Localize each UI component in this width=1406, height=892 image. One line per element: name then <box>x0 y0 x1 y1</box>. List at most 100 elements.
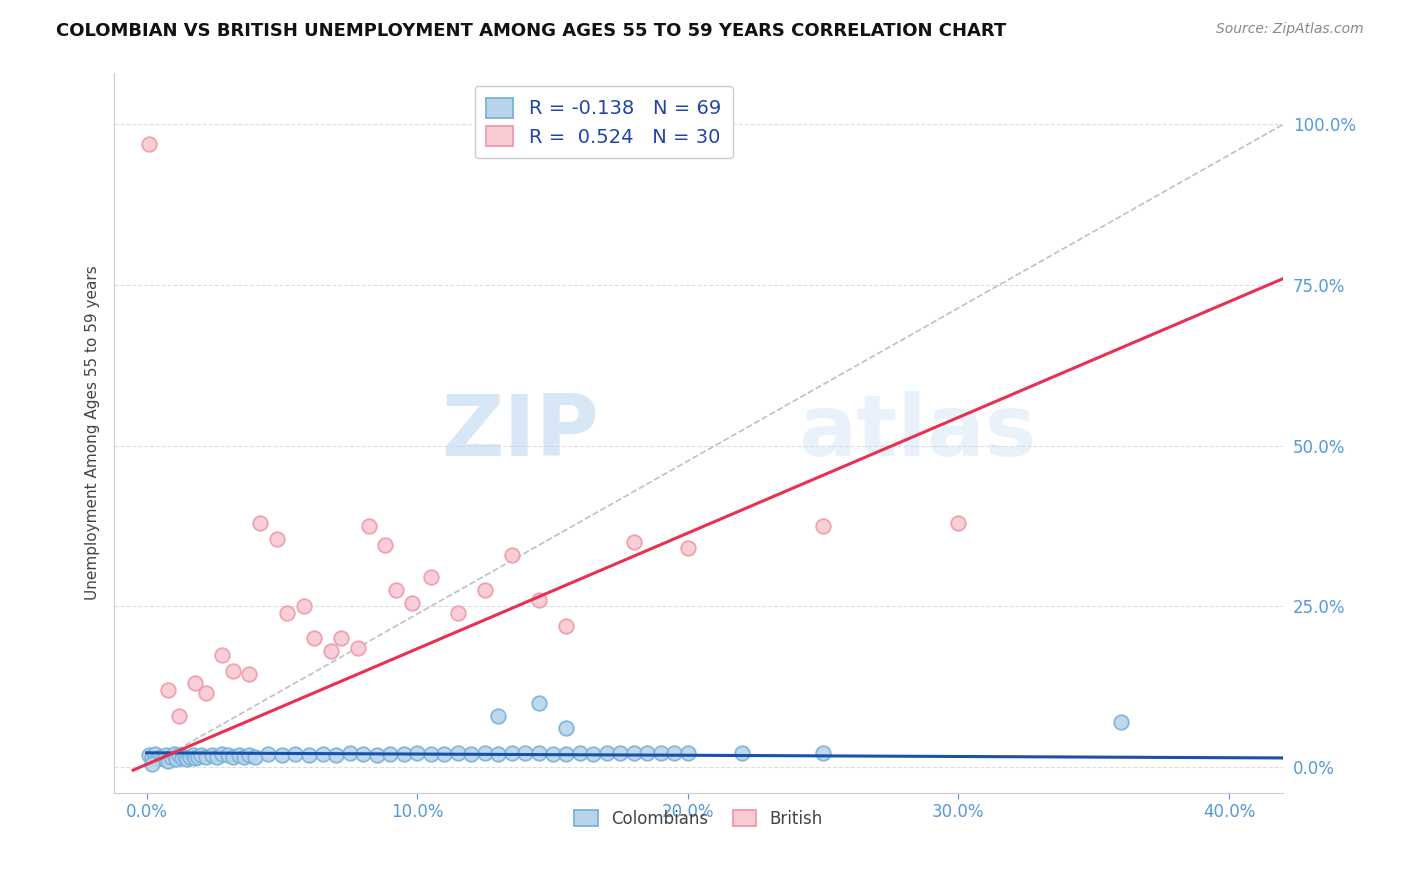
Point <box>1109 714 1132 729</box>
Point <box>238 666 260 681</box>
Point <box>515 746 537 760</box>
Point <box>501 548 523 562</box>
Point <box>284 747 307 761</box>
Point <box>447 606 470 620</box>
Point <box>195 750 218 764</box>
Point <box>179 750 201 764</box>
Point <box>141 750 163 764</box>
Point <box>143 747 166 761</box>
Point <box>460 747 482 761</box>
Text: Source: ZipAtlas.com: Source: ZipAtlas.com <box>1216 22 1364 37</box>
Point <box>184 751 207 765</box>
Text: atlas: atlas <box>799 392 1036 475</box>
Point <box>676 541 699 556</box>
Point <box>181 748 204 763</box>
Point <box>380 747 402 761</box>
Point <box>160 750 183 764</box>
Point <box>157 682 180 697</box>
Point <box>447 746 470 760</box>
Point <box>664 746 686 760</box>
Point <box>811 519 834 533</box>
Text: COLOMBIAN VS BRITISH UNEMPLOYMENT AMONG AGES 55 TO 59 YEARS CORRELATION CHART: COLOMBIAN VS BRITISH UNEMPLOYMENT AMONG … <box>56 22 1007 40</box>
Point <box>266 532 288 546</box>
Point <box>195 686 218 700</box>
Point <box>582 747 605 761</box>
Point <box>249 516 271 530</box>
Point <box>555 618 578 632</box>
Point <box>474 583 496 598</box>
Point <box>357 519 380 533</box>
Point <box>419 747 441 761</box>
Point <box>141 756 163 771</box>
Point <box>419 570 441 584</box>
Point <box>157 754 180 768</box>
Point <box>200 748 222 763</box>
Point <box>173 749 195 764</box>
Point <box>374 538 396 552</box>
Point <box>346 641 368 656</box>
Point <box>292 599 315 614</box>
Point <box>276 606 298 620</box>
Point <box>217 748 239 763</box>
Point <box>568 746 591 760</box>
Point <box>541 747 564 761</box>
Point <box>650 746 672 760</box>
Point <box>555 722 578 736</box>
Point <box>146 752 169 766</box>
Text: ZIP: ZIP <box>441 392 599 475</box>
Point <box>330 632 353 646</box>
Point <box>636 746 658 760</box>
Point <box>433 747 456 761</box>
Point <box>527 696 550 710</box>
Point <box>304 632 326 646</box>
Point <box>486 708 509 723</box>
Point <box>138 136 160 151</box>
Point <box>149 749 172 764</box>
Point <box>392 747 415 761</box>
Point <box>176 752 198 766</box>
Point <box>325 748 347 763</box>
Point <box>311 747 333 761</box>
Point <box>527 746 550 760</box>
Point <box>167 748 190 763</box>
Point <box>384 583 406 598</box>
Point <box>238 748 260 763</box>
Point <box>501 746 523 760</box>
Point <box>623 746 645 760</box>
Point <box>486 747 509 761</box>
Point <box>165 752 187 766</box>
Point <box>152 751 174 765</box>
Point <box>228 748 250 763</box>
Point <box>271 748 294 763</box>
Point <box>211 648 233 662</box>
Point <box>406 746 429 760</box>
Legend: Colombians, British: Colombians, British <box>568 804 830 835</box>
Point <box>257 747 280 761</box>
Point <box>190 748 212 763</box>
Point <box>138 748 160 763</box>
Point <box>211 747 233 761</box>
Point <box>167 708 190 723</box>
Y-axis label: Unemployment Among Ages 55 to 59 years: Unemployment Among Ages 55 to 59 years <box>86 266 100 600</box>
Point <box>339 746 361 760</box>
Point <box>676 746 699 760</box>
Point <box>233 750 256 764</box>
Point <box>222 749 245 764</box>
Point <box>366 748 388 763</box>
Point <box>401 596 423 610</box>
Point <box>555 747 578 761</box>
Point <box>184 676 207 690</box>
Point <box>352 747 374 761</box>
Point <box>731 746 754 760</box>
Point <box>811 746 834 760</box>
Point <box>948 516 970 530</box>
Point <box>527 593 550 607</box>
Point <box>243 749 266 764</box>
Point <box>474 746 496 760</box>
Point <box>595 746 617 760</box>
Point <box>205 749 228 764</box>
Point <box>170 751 193 765</box>
Point <box>609 746 631 760</box>
Point <box>155 748 177 763</box>
Point <box>187 749 209 764</box>
